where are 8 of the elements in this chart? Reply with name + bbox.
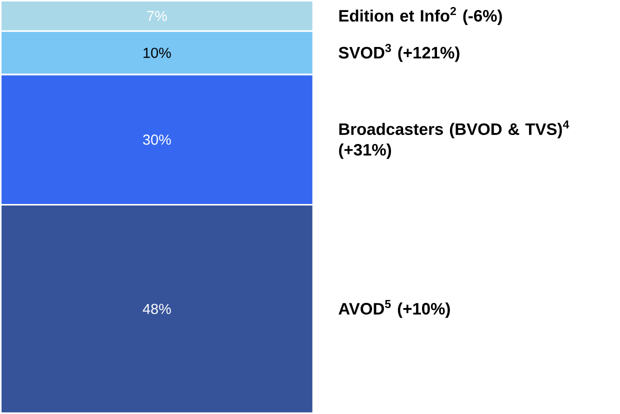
data-label: 10% <box>144 48 171 58</box>
series-label: Edition et Info$^{2}$ (-6%) <box>339 7 502 25</box>
data-label: 48% <box>142 304 171 314</box>
data-label: 30% <box>143 134 171 145</box>
text: Broadcasters (BVOD & TVS)$^{4}$ (+31%) <box>339 120 570 159</box>
data-label: 7% <box>147 10 167 22</box>
series-label: AVOD$^{5}$ (+10%) <box>338 300 450 318</box>
series-label: SVOD$^{3}$ (+121%) <box>338 44 460 62</box>
